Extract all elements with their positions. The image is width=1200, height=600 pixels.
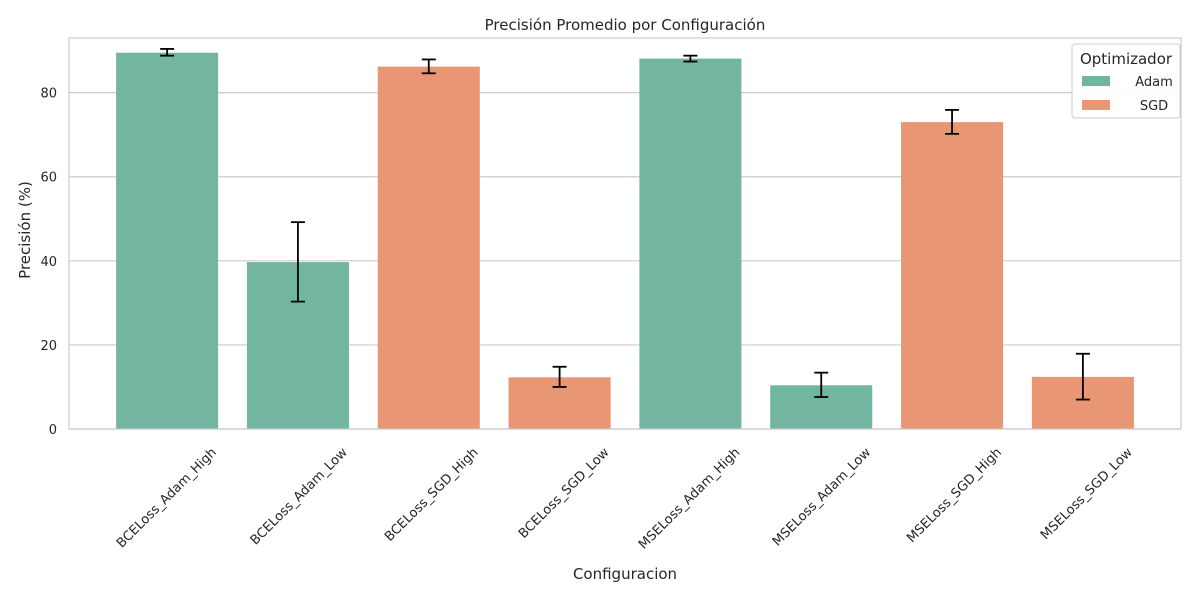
legend-swatch-adam (1082, 76, 1110, 86)
bar-mseloss-adam-high (639, 58, 742, 429)
error-bar (160, 48, 175, 57)
x-tick-label: MSELoss_SGD_High (904, 445, 1005, 546)
legend-entries: Adam SGD (1082, 75, 1173, 114)
plot-frame (68, 37, 1182, 430)
error-bar (290, 221, 305, 303)
legend-label: SGD (1140, 99, 1168, 114)
y-tick-label: 20 (40, 339, 57, 354)
y-axis-title: Precisión (%) (16, 181, 34, 279)
error-bar (552, 365, 567, 388)
x-tick-label: MSELoss_Adam_High (636, 445, 743, 552)
bars-layer (116, 52, 1134, 430)
error-bar (1075, 352, 1090, 401)
x-axis-title: Configuracion (573, 565, 677, 583)
error-bar (945, 108, 960, 135)
legend: Optimizador Adam SGD (1071, 43, 1181, 119)
error-bars-layer (160, 48, 1090, 401)
x-tick-label: BCELoss_SGD_High (382, 445, 482, 545)
bar-bceloss-sgd-high (377, 66, 480, 430)
x-tick-labels: BCELoss_Adam_High BCELoss_Adam_Low BCELoss… (114, 445, 1136, 552)
grid-layer (69, 92, 1181, 430)
x-tick-label: MSELoss_Adam_Low (770, 445, 874, 549)
x-tick-label: BCELoss_Adam_Low (248, 445, 351, 548)
x-tick-label: MSELoss_SGD_Low (1038, 445, 1136, 543)
bar-mseloss-sgd-high (901, 122, 1004, 429)
error-bar (421, 58, 436, 75)
x-tick-label: BCELoss_SGD_Low (516, 445, 613, 542)
legend-frame (1071, 43, 1181, 119)
legend-swatch-sgd (1082, 100, 1110, 110)
legend-title: Optimizador (1080, 50, 1173, 68)
bar-bceloss-adam-high (116, 52, 219, 429)
y-tick-label: 0 (49, 423, 57, 438)
legend-label: Adam (1135, 75, 1173, 90)
y-tick-label: 40 (40, 255, 57, 270)
error-bar (814, 371, 829, 398)
y-tick-label: 80 (40, 87, 57, 102)
chart-title: Precisión Promedio por Configuración (485, 16, 766, 34)
y-tick-labels: 0 20 40 60 80 (40, 87, 57, 438)
y-tick-label: 60 (40, 171, 57, 186)
x-tick-label: BCELoss_Adam_High (114, 445, 220, 551)
error-bar (683, 54, 698, 63)
